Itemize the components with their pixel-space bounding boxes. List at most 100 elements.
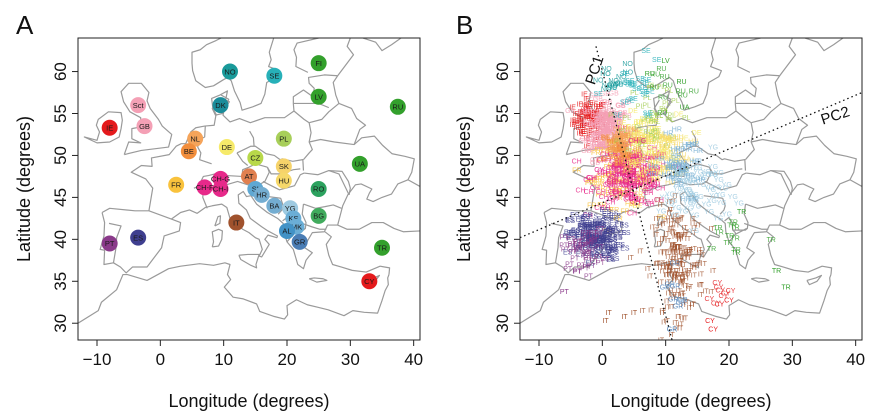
individual-label: IT [672,217,679,224]
cluster-yg: YGYGYGYGYGYGYGYGYGYGYGYGYGYGYGYGYGYGYGYG… [656,145,744,236]
individual-label: IT [680,316,687,323]
individual-label: NL [616,131,625,138]
individual-label: IT [670,243,677,250]
individual-label: GB [616,112,626,119]
individual-label: IT [691,263,698,270]
individual-label: HU [673,171,683,178]
individual-label: ES [596,221,606,228]
country-marker [130,97,147,114]
individual-label: NL [616,127,625,134]
individual-label: DE [609,141,619,148]
individual-label: ES [571,245,581,252]
individual-label: ES [600,236,610,243]
individual-label: IT [690,262,697,269]
individual-label: ES [588,244,598,251]
individual-label: YG [672,205,682,212]
individual-label: IT [673,272,680,279]
individual-label: ES [620,245,630,252]
individual-label: IT [658,202,665,209]
individual-label: HR [666,165,676,172]
individual-label: FR [649,167,658,174]
individual-label: HR [672,178,682,185]
individual-label: PT [568,249,578,256]
individual-label: PT [581,230,591,237]
individual-label: ES [609,227,619,234]
individual-label: FR [637,158,646,165]
individual-label: CH [612,190,622,197]
individual-label: DE [628,133,638,140]
individual-label: GB [601,119,611,126]
individual-label: PL [665,117,674,124]
individual-label: IE [599,102,606,109]
individual-label: IE [592,114,599,121]
individual-label: BE [624,152,634,159]
individual-label: GB [587,121,597,128]
individual-label: DE [665,153,675,160]
country-point-cz: CZ [247,149,264,166]
individual-label: GB [610,157,620,164]
individual-label: GB [597,142,607,149]
individual-label: IT [667,226,674,233]
individual-label: YG [686,194,696,201]
individual-label: IT [664,265,671,272]
individual-label: ES [615,221,625,228]
individual-label: NL [621,134,630,141]
individual-label: IE [584,114,591,121]
country-point-es: ES [130,229,147,246]
individual-label: ES [564,229,574,236]
individual-label: SE [628,96,638,103]
individual-label: HR [692,159,702,166]
individual-label: FR [613,186,622,193]
individual-label: IT [687,249,694,256]
individual-label: IT [678,216,685,223]
individual-label: SE [620,71,630,78]
individual-label: GB [593,110,603,117]
individual-label: GB [612,122,622,129]
individual-label: DE [653,134,663,141]
individual-label: GB [606,147,616,154]
individual-label: GB [592,124,602,131]
individual-label: FR [591,150,600,157]
individual-label: ES [589,243,599,250]
individual-label: DE [640,116,650,123]
country-label: KS [288,214,298,223]
x-tick-label: 10 [214,350,233,369]
individual-label: ES [598,245,608,252]
individual-label: ES [593,222,603,229]
individual-label: NL [623,140,632,147]
individual-label: FR [642,175,651,182]
individual-label: NO [613,81,624,88]
individual-label: IT [687,252,694,259]
individual-label: IE [584,107,591,114]
individual-label: BE [614,161,624,168]
individual-label: SE [625,78,635,85]
individual-label: PL [630,90,639,97]
country-point-ba: BA [266,197,283,214]
individual-label: DE [643,137,653,144]
individual-label: PL [653,134,662,141]
individual-label: IT [670,198,677,205]
individual-label: IT [672,320,679,327]
individual-label: FR [613,216,622,223]
individual-label: GB [607,117,617,124]
individual-label: TR [772,268,781,275]
individual-label: IE [580,131,587,138]
individual-label: YG [686,178,696,185]
individual-label: IT [666,261,673,268]
individual-label: NO [602,83,613,90]
individual-label: HR [671,170,681,177]
individual-label: YG [671,176,681,183]
individual-label: TR [725,233,734,240]
individual-label: PL [622,115,631,122]
individual-label: CH [632,137,642,144]
individual-label: FR [634,192,643,199]
y-tick-label: 40 [493,230,512,249]
individual-label: IE [580,109,587,116]
individual-label: CH [627,181,637,188]
individual-label: FR [608,152,617,159]
individual-label: IT [647,273,654,280]
individual-label: CH [643,184,653,191]
individual-label: FR [597,157,606,164]
individual-label: IT [677,275,684,282]
